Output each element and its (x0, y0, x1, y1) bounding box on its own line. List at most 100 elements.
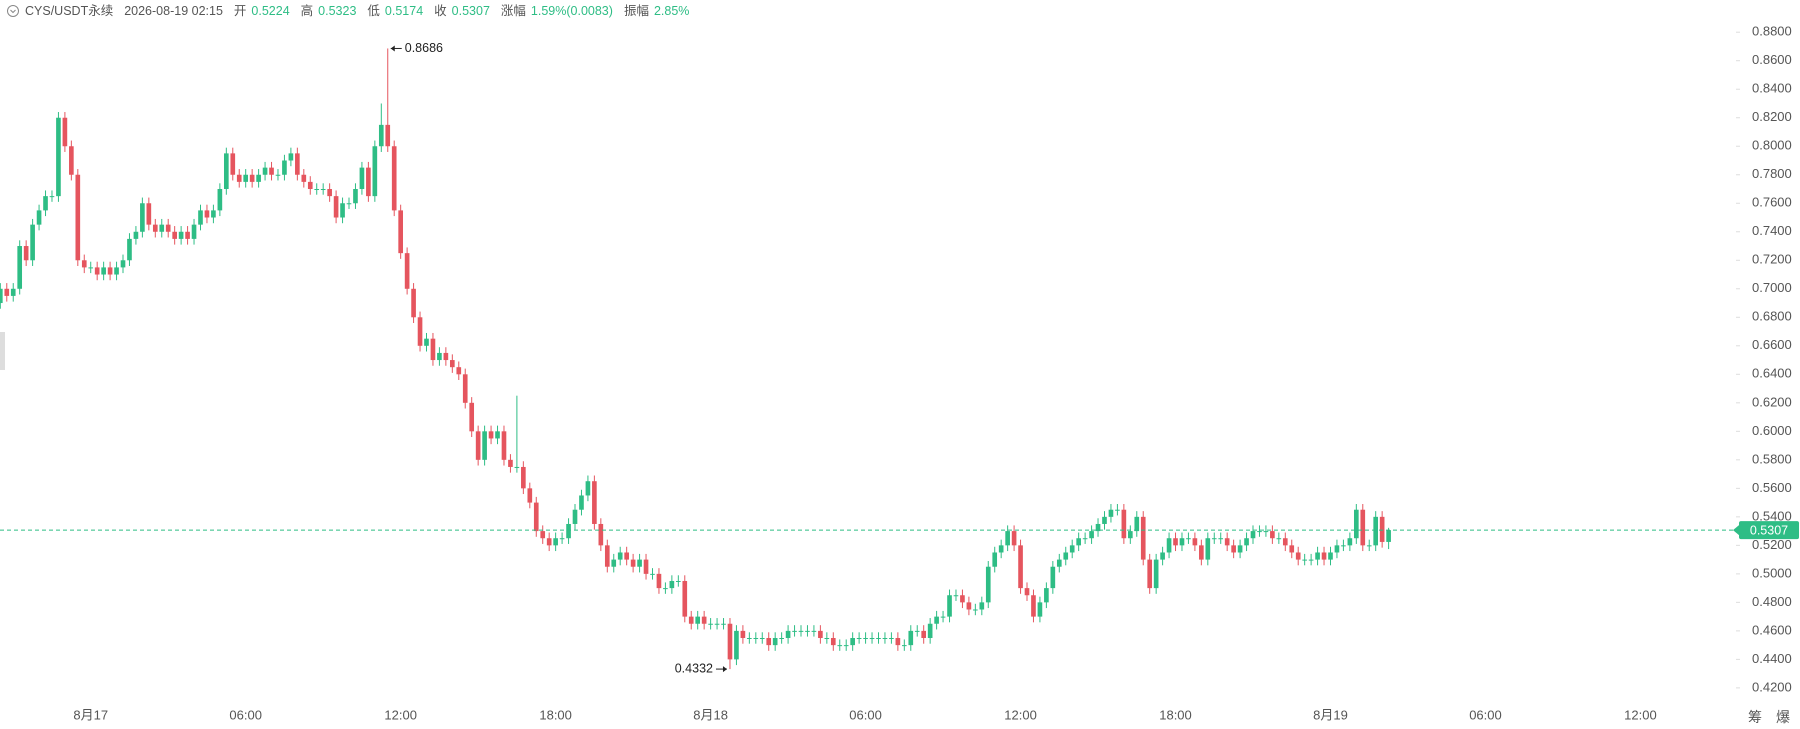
candle-body (1108, 509, 1114, 517)
candle-body (223, 153, 229, 190)
candle-body (624, 552, 629, 560)
candle-body (30, 224, 35, 261)
candle-body (527, 488, 533, 503)
side-tab[interactable] (0, 332, 5, 370)
candle-body (469, 402, 475, 432)
candle-body (934, 616, 939, 624)
candle-body (81, 260, 87, 268)
candle-body (656, 573, 662, 589)
candle-body (1102, 516, 1107, 524)
candle-body (792, 630, 797, 632)
candle-body (243, 174, 249, 182)
open-value: 0.5224 (251, 4, 290, 18)
candle-body (1037, 602, 1043, 617)
candle-body (1386, 530, 1391, 542)
collapse-icon[interactable] (6, 4, 20, 18)
candle-body (1011, 531, 1017, 546)
candle-body (1218, 538, 1224, 540)
candle-body (94, 267, 100, 275)
candle-body (62, 117, 68, 147)
candle-body (1270, 531, 1275, 539)
candle-body (120, 260, 126, 268)
change-value: 1.59%(0.0083) (530, 4, 613, 18)
candle-body (159, 224, 165, 232)
toolbar: 筹 爆 (1748, 707, 1790, 727)
candle-body (17, 246, 23, 289)
candle-body (1211, 538, 1217, 540)
candle-body (404, 253, 410, 289)
candle-body (973, 609, 978, 611)
y-tick-label: 0.6600 (1752, 337, 1792, 352)
candle-body (443, 352, 449, 361)
candle-body (572, 509, 578, 524)
candle-body (217, 189, 223, 211)
candle-body (546, 538, 552, 546)
candle-body (1095, 523, 1101, 532)
candle-body (1089, 531, 1094, 539)
candle-body (49, 196, 55, 198)
arrow-head (722, 666, 727, 673)
candle-body (837, 645, 843, 647)
candle-body (133, 231, 139, 239)
last-price-badge (1739, 521, 1799, 540)
candle-body (598, 523, 604, 546)
high-label: 高 (300, 4, 314, 18)
candle-body (1328, 552, 1333, 560)
close-label: 收 (434, 4, 447, 18)
candle-body (882, 638, 888, 640)
candle-body (805, 630, 810, 632)
candle-body (256, 174, 261, 182)
candle-body (43, 196, 48, 211)
close-value: 0.5307 (451, 4, 490, 18)
candle-body (23, 246, 29, 261)
candle-body (818, 630, 823, 639)
candle-body (611, 559, 617, 567)
candle-body (340, 203, 345, 218)
candle-body (1160, 552, 1165, 560)
candle-body (824, 638, 830, 640)
candle-body (462, 374, 468, 403)
tool-button[interactable]: 筹 (1748, 709, 1762, 725)
candle-body (1308, 559, 1314, 561)
candle-body (701, 616, 707, 624)
candle-body (1295, 552, 1301, 560)
candle-body (876, 638, 881, 640)
candle-body (766, 638, 772, 646)
candle-body (695, 616, 701, 624)
candle-body (36, 210, 42, 225)
candle-body (146, 203, 152, 225)
candle-body (585, 481, 591, 496)
candle-body (165, 224, 171, 232)
candle-body (1366, 545, 1372, 547)
candle-body (508, 459, 513, 467)
candle-body (1199, 545, 1204, 560)
candle-body (1282, 538, 1288, 546)
candle-body (914, 630, 920, 632)
candle-body (288, 153, 294, 161)
candle-body (1224, 538, 1230, 546)
candle-body (333, 196, 339, 218)
candle-body (811, 630, 817, 632)
y-tick-label: 0.7000 (1752, 280, 1792, 295)
candle-body (1063, 552, 1069, 560)
candle-body (1257, 531, 1262, 533)
y-tick-label: 0.6400 (1752, 366, 1792, 381)
tool-button[interactable]: 爆 (1776, 709, 1790, 725)
candle-body (10, 288, 16, 296)
candle-body (359, 167, 365, 190)
candle-body (889, 638, 894, 640)
candle-body (630, 559, 636, 567)
candle-body (1082, 538, 1088, 540)
candle-body (275, 174, 281, 176)
candle-body (682, 580, 688, 617)
x-tick-label: 18:00 (1159, 707, 1192, 722)
x-tick-label: 8月18 (693, 707, 728, 722)
candle-body (191, 224, 197, 239)
candle-body (4, 288, 10, 296)
candle-body (940, 616, 946, 618)
y-tick-label: 0.8400 (1752, 81, 1792, 96)
x-tick-label: 8月19 (1313, 707, 1348, 722)
candle-body (198, 210, 203, 225)
candle-body (553, 538, 558, 546)
